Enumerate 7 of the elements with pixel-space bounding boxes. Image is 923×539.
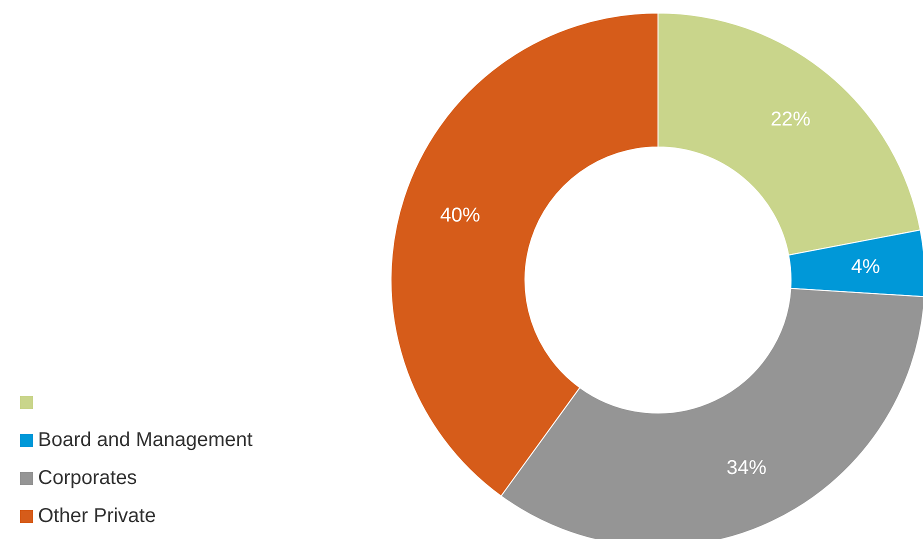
data-label: 4% [851, 256, 880, 278]
data-label: 40% [440, 204, 480, 227]
data-label: 22% [770, 108, 811, 131]
legend-label: Corporates [38, 466, 137, 490]
data-label: 34% [726, 457, 767, 480]
legend-label: Board and Management [38, 428, 253, 452]
legend-label: Other Private [38, 504, 156, 528]
